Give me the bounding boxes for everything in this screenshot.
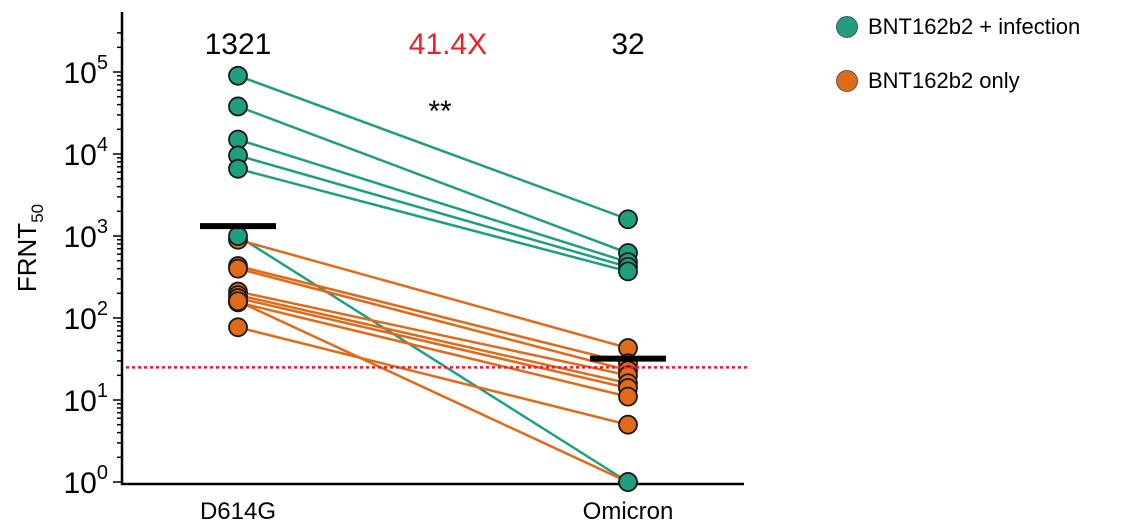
point-only [618,386,638,407]
point-only [618,414,638,435]
point-infection [228,65,248,86]
point-infection [228,226,248,246]
point-infection [618,261,638,282]
axes [120,12,744,486]
connector-only [237,293,629,385]
connector-only [237,290,629,377]
labels: D614G Omicron FRNT50 1321 32 41.4X ** [12,28,673,525]
point-only [228,258,248,279]
significance-label: ** [428,95,452,128]
gmt-label: 32 [611,28,644,61]
fold-change-label: 41.4X [409,28,487,61]
y-tick-label: 104 [64,134,109,172]
connector-only [237,326,629,426]
connector-only [237,238,629,350]
connector-only [237,267,629,372]
legend-label-only: BNT162b2 only [868,68,1020,93]
connector-infection [237,234,629,484]
point-infection [618,209,638,230]
connector-infection [237,74,629,221]
legend-swatch-infection [836,16,858,38]
legend-swatch-only [836,70,858,92]
data-points [228,65,638,492]
point-infection [618,472,638,492]
overlays [126,223,748,369]
connector-infection [237,154,629,269]
connector-infection [237,138,629,264]
legend: BNT162b2 + infection BNT162b2 only [836,12,1080,120]
connector-only [237,264,629,365]
y-tick-label: 105 [64,52,109,90]
x-tick-label: Omicron [583,498,674,525]
x-tick-label: D614G [200,498,276,525]
legend-item-only: BNT162b2 only [836,66,1080,96]
connector-lines [237,74,629,484]
point-only [228,317,248,338]
y-axis-label: FRNT50 [12,204,47,292]
y-ticks: 100 101 102 103 104 105 [64,32,122,500]
gmt-label: 1321 [205,28,272,61]
legend-item-infection: BNT162b2 + infection [836,12,1080,42]
y-tick-label: 101 [64,380,109,418]
legend-label-infection: BNT162b2 + infection [868,14,1081,39]
point-infection [228,96,248,117]
y-tick-label: 100 [64,462,109,500]
connector-infection [237,167,629,273]
y-tick-label: 102 [64,298,109,336]
connector-only [237,296,629,390]
y-tick-label: 103 [64,216,109,254]
point-infection [228,158,248,179]
connector-infection [237,105,629,255]
connector-only [237,300,629,484]
connector-only [237,301,629,398]
point-only [228,291,248,312]
